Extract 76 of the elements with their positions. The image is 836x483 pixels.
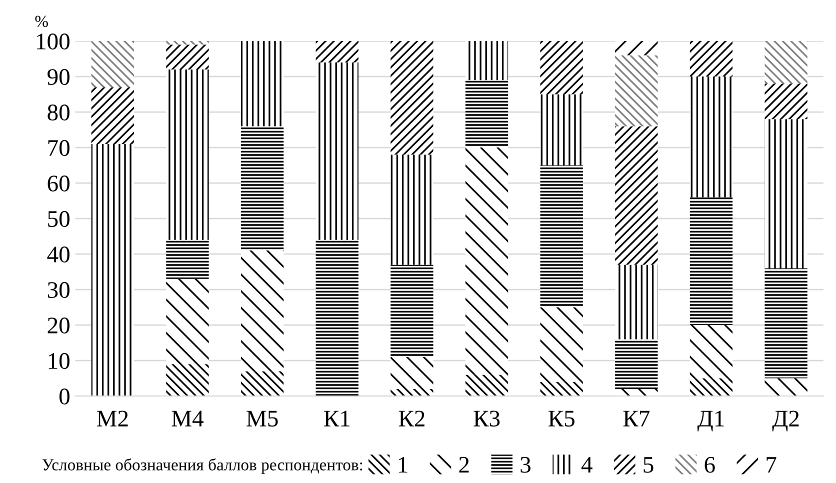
bar bbox=[240, 41, 284, 126]
x-tick-label: М5 bbox=[246, 410, 278, 427]
y-tick-label: 80 bbox=[48, 104, 70, 120]
x-tick-label: Д1 bbox=[697, 410, 724, 432]
bar bbox=[615, 264, 658, 340]
bar bbox=[390, 388, 434, 396]
x-tick-label: К5 bbox=[548, 410, 574, 427]
bar bbox=[465, 374, 508, 396]
y-tick-label: 50 bbox=[48, 211, 70, 227]
y-tick-label: 70 bbox=[48, 140, 70, 156]
legend-label: 2 bbox=[459, 456, 469, 473]
bar bbox=[316, 41, 358, 62]
bar bbox=[540, 307, 583, 382]
bar bbox=[764, 84, 808, 120]
bar bbox=[166, 364, 209, 396]
bar bbox=[166, 240, 209, 279]
bar bbox=[690, 197, 733, 326]
bar bbox=[690, 378, 733, 396]
bar bbox=[390, 41, 434, 155]
bar bbox=[91, 87, 134, 144]
bar bbox=[615, 55, 658, 126]
bar bbox=[465, 80, 508, 148]
bar bbox=[240, 126, 284, 251]
bar bbox=[166, 44, 209, 70]
bar bbox=[615, 388, 658, 396]
bar bbox=[91, 144, 134, 396]
y-tick-label: 0 bbox=[59, 388, 70, 404]
bar bbox=[240, 371, 284, 396]
bar bbox=[764, 41, 808, 84]
bar bbox=[540, 382, 583, 396]
bar bbox=[615, 41, 658, 56]
x-tick-label: К7 bbox=[623, 410, 650, 426]
bar bbox=[166, 69, 209, 240]
legend-label: 1 bbox=[398, 456, 408, 473]
bar bbox=[615, 126, 658, 265]
legend-label: 7 bbox=[766, 457, 776, 473]
bar bbox=[764, 378, 808, 396]
bar bbox=[390, 154, 434, 265]
bar bbox=[615, 339, 658, 389]
y-tick-label: 30 bbox=[48, 282, 70, 298]
bar bbox=[316, 62, 358, 240]
y-tick-label: 10 bbox=[48, 353, 70, 369]
bar bbox=[690, 325, 733, 378]
legend-label: 4 bbox=[581, 457, 592, 473]
y-axis-title: % bbox=[35, 16, 48, 28]
bar bbox=[540, 41, 583, 94]
bar bbox=[764, 268, 808, 378]
bar bbox=[240, 250, 284, 372]
bar bbox=[690, 41, 733, 77]
bar bbox=[390, 264, 434, 358]
y-tick-label: 60 bbox=[48, 176, 70, 192]
bar bbox=[690, 76, 733, 198]
x-tick-label: К2 bbox=[398, 410, 424, 426]
y-tick-label: 20 bbox=[48, 318, 70, 334]
legend-title: Условные обозначения баллов респондентов: bbox=[42, 458, 362, 474]
legend-label: 3 bbox=[520, 456, 530, 473]
y-tick-label: 40 bbox=[47, 246, 70, 262]
bar bbox=[166, 278, 209, 364]
x-tick-label: М2 bbox=[96, 410, 128, 426]
bar bbox=[316, 240, 358, 396]
x-tick-label: Д2 bbox=[772, 410, 799, 432]
legend-label: 5 bbox=[644, 457, 654, 473]
bar bbox=[166, 41, 209, 45]
bar bbox=[465, 148, 508, 375]
bar bbox=[465, 41, 508, 80]
bar bbox=[91, 41, 134, 88]
y-tick-label: 90 bbox=[48, 69, 70, 85]
bar bbox=[540, 165, 583, 308]
bar bbox=[390, 357, 434, 389]
x-tick-label: М4 bbox=[172, 410, 204, 426]
legend-label: 6 bbox=[704, 456, 715, 473]
bar bbox=[540, 94, 583, 166]
x-tick-label: К3 bbox=[474, 410, 500, 427]
x-tick-label: К1 bbox=[324, 410, 350, 426]
bar bbox=[764, 119, 808, 268]
y-tick-label: 100 bbox=[37, 34, 70, 50]
